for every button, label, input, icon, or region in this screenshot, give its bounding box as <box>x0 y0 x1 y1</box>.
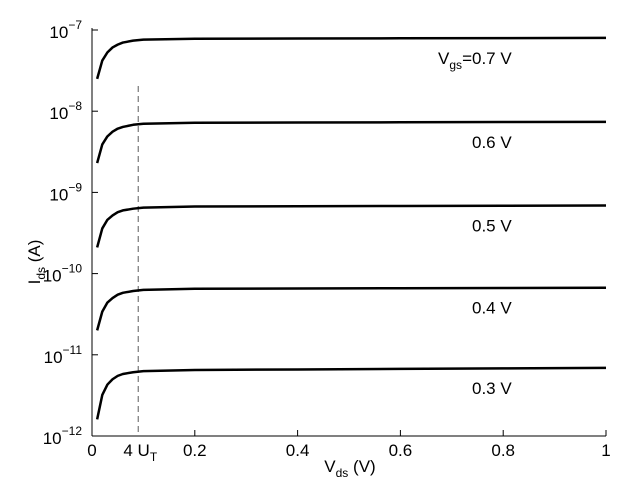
x-axis-label: Vds (V) <box>324 457 375 480</box>
y-tick-base: 10 <box>49 104 68 123</box>
series-label: 0.7 V <box>472 49 512 68</box>
series-prefix-rest: = <box>462 49 472 68</box>
y-tick-label: 10−9 <box>49 180 82 204</box>
y-tick-base: 10 <box>43 429 62 448</box>
y-tick-label: 10−11 <box>44 343 83 367</box>
y-tick-base: 10 <box>43 267 62 286</box>
series-prefix-main: V <box>438 49 450 68</box>
y-tick-label: 10−8 <box>49 99 82 123</box>
y-tick-base: 10 <box>44 348 63 367</box>
x-axis-label-rest: (V) <box>348 457 375 476</box>
series-line <box>95 286 607 331</box>
series-prefix-sub: gs <box>449 58 462 72</box>
series-line <box>95 36 607 80</box>
x-axis-label-main: V <box>324 457 336 476</box>
series-line <box>95 366 607 420</box>
y-axis-label: Ids (A) <box>25 240 48 285</box>
y-tick-exponent: −8 <box>68 99 82 113</box>
y-tick-label: 10−10 <box>43 262 83 286</box>
x-tick-label: 0.4 <box>286 441 310 460</box>
series-line <box>95 204 607 248</box>
y-tick-label: 10−7 <box>49 18 82 42</box>
y-axis-label-main: I <box>25 280 44 285</box>
y-axis-label-sub: ds <box>34 267 48 280</box>
y-tick-base: 10 <box>49 185 68 204</box>
ut-marker-label-main: 4 U <box>123 441 149 460</box>
series-label: 0.4 V <box>472 299 512 318</box>
y-tick-exponent: −7 <box>68 18 82 32</box>
series-label: 0.6 V <box>472 133 512 152</box>
x-axis-label-sub: ds <box>336 466 349 480</box>
y-tick-exponent: −11 <box>63 343 83 357</box>
x-tick-label: 1 <box>601 441 610 460</box>
y-tick-exponent: −10 <box>62 262 83 276</box>
series-label: 0.3 V <box>472 379 512 398</box>
y-tick-exponent: −12 <box>62 424 83 438</box>
y-tick-base: 10 <box>49 23 68 42</box>
x-tick-label: 0.2 <box>183 441 207 460</box>
x-tick-label: 0.6 <box>389 441 413 460</box>
x-tick-label: 0.8 <box>491 441 515 460</box>
ut-marker-label: 4 UT <box>123 441 157 464</box>
series-label: 0.5 V <box>472 216 512 235</box>
y-axis-label-rest: (A) <box>25 240 44 267</box>
y-tick-exponent: −9 <box>68 180 82 194</box>
series-line <box>95 120 607 164</box>
x-tick-label: 0 <box>87 441 96 460</box>
series-prefix: Vgs= <box>438 49 472 72</box>
y-tick-label: 10−12 <box>43 424 83 448</box>
ut-marker-label-sub: T <box>150 450 158 464</box>
